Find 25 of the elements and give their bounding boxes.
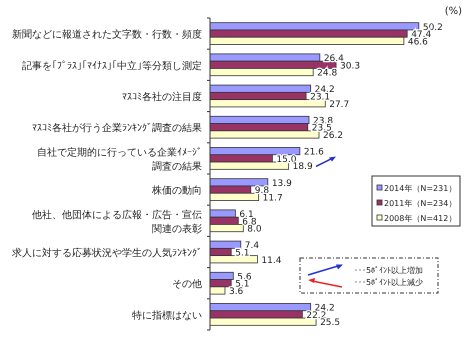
y-tick-label: 自社で定期的に行っている企業ｲﾒｰｼﾞ調査の結果 — [37, 146, 202, 172]
y-tick-label: 記事を｢ﾌﾟﾗｽ｣｢ﾏｲﾅｽ｣｢中立｣等分類し測定 — [22, 60, 202, 72]
y-tick-label: 株価の動向 — [151, 184, 202, 197]
data-label: 13.9 — [272, 178, 292, 189]
text: (%) — [444, 6, 462, 17]
data-label: 8.0 — [247, 224, 262, 235]
y-tick-label: 新聞などに報道された文字数・行数・頻度 — [12, 28, 202, 41]
data-label: 24.8 — [317, 68, 338, 79]
legend-label: 2014年（N=231） — [384, 184, 456, 193]
legend-label: 2011年（N=234） — [384, 199, 456, 208]
y-tick-label: ﾏｽｺﾐ各社の注目度 — [122, 91, 202, 103]
data-label: 27.7 — [329, 100, 350, 110]
annotation: ･･･5ﾎﾟｲﾝﾄ以上減少 — [354, 278, 424, 287]
y-tick-label: ﾏｽｺﾐ各社が行う企業ﾗﾝｷﾝｸﾞ調査の結果 — [32, 122, 202, 134]
data-label: 21.6 — [304, 148, 324, 158]
data-label: 30.3 — [340, 61, 360, 72]
data-label: 11.4 — [261, 256, 282, 266]
legend-label: 2008年（N=412） — [384, 214, 456, 223]
annotation: ･･･5ﾎﾟｲﾝﾄ以上増加 — [354, 266, 424, 275]
y-tick-label: 他社、他団体による広報・広告・宣伝関連の表彰 — [32, 208, 202, 235]
y-tick-label: 求人に対する応募状況や学生の人気ﾗﾝｷﾝｸﾞ — [12, 247, 202, 259]
y-tick-label: その他 — [172, 278, 202, 290]
data-label: 18.9 — [292, 162, 313, 172]
data-label: 11.7 — [262, 193, 283, 204]
y-tick-label: 特に指標はない — [132, 309, 202, 322]
